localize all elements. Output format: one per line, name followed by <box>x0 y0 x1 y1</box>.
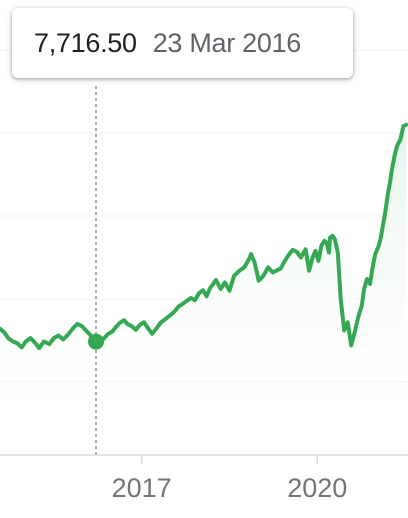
price-tooltip: 7,716.50 23 Mar 2016 <box>12 8 353 78</box>
series-line <box>0 122 408 351</box>
x-tick-label-0: 2017 <box>112 473 172 503</box>
x-tick-label-1: 2020 <box>287 473 347 503</box>
tooltip-value: 7,716.50 <box>34 27 137 58</box>
tooltip-date: 23 Mar 2016 <box>152 27 302 58</box>
series-area <box>0 124 407 455</box>
highlight-point <box>88 333 104 350</box>
